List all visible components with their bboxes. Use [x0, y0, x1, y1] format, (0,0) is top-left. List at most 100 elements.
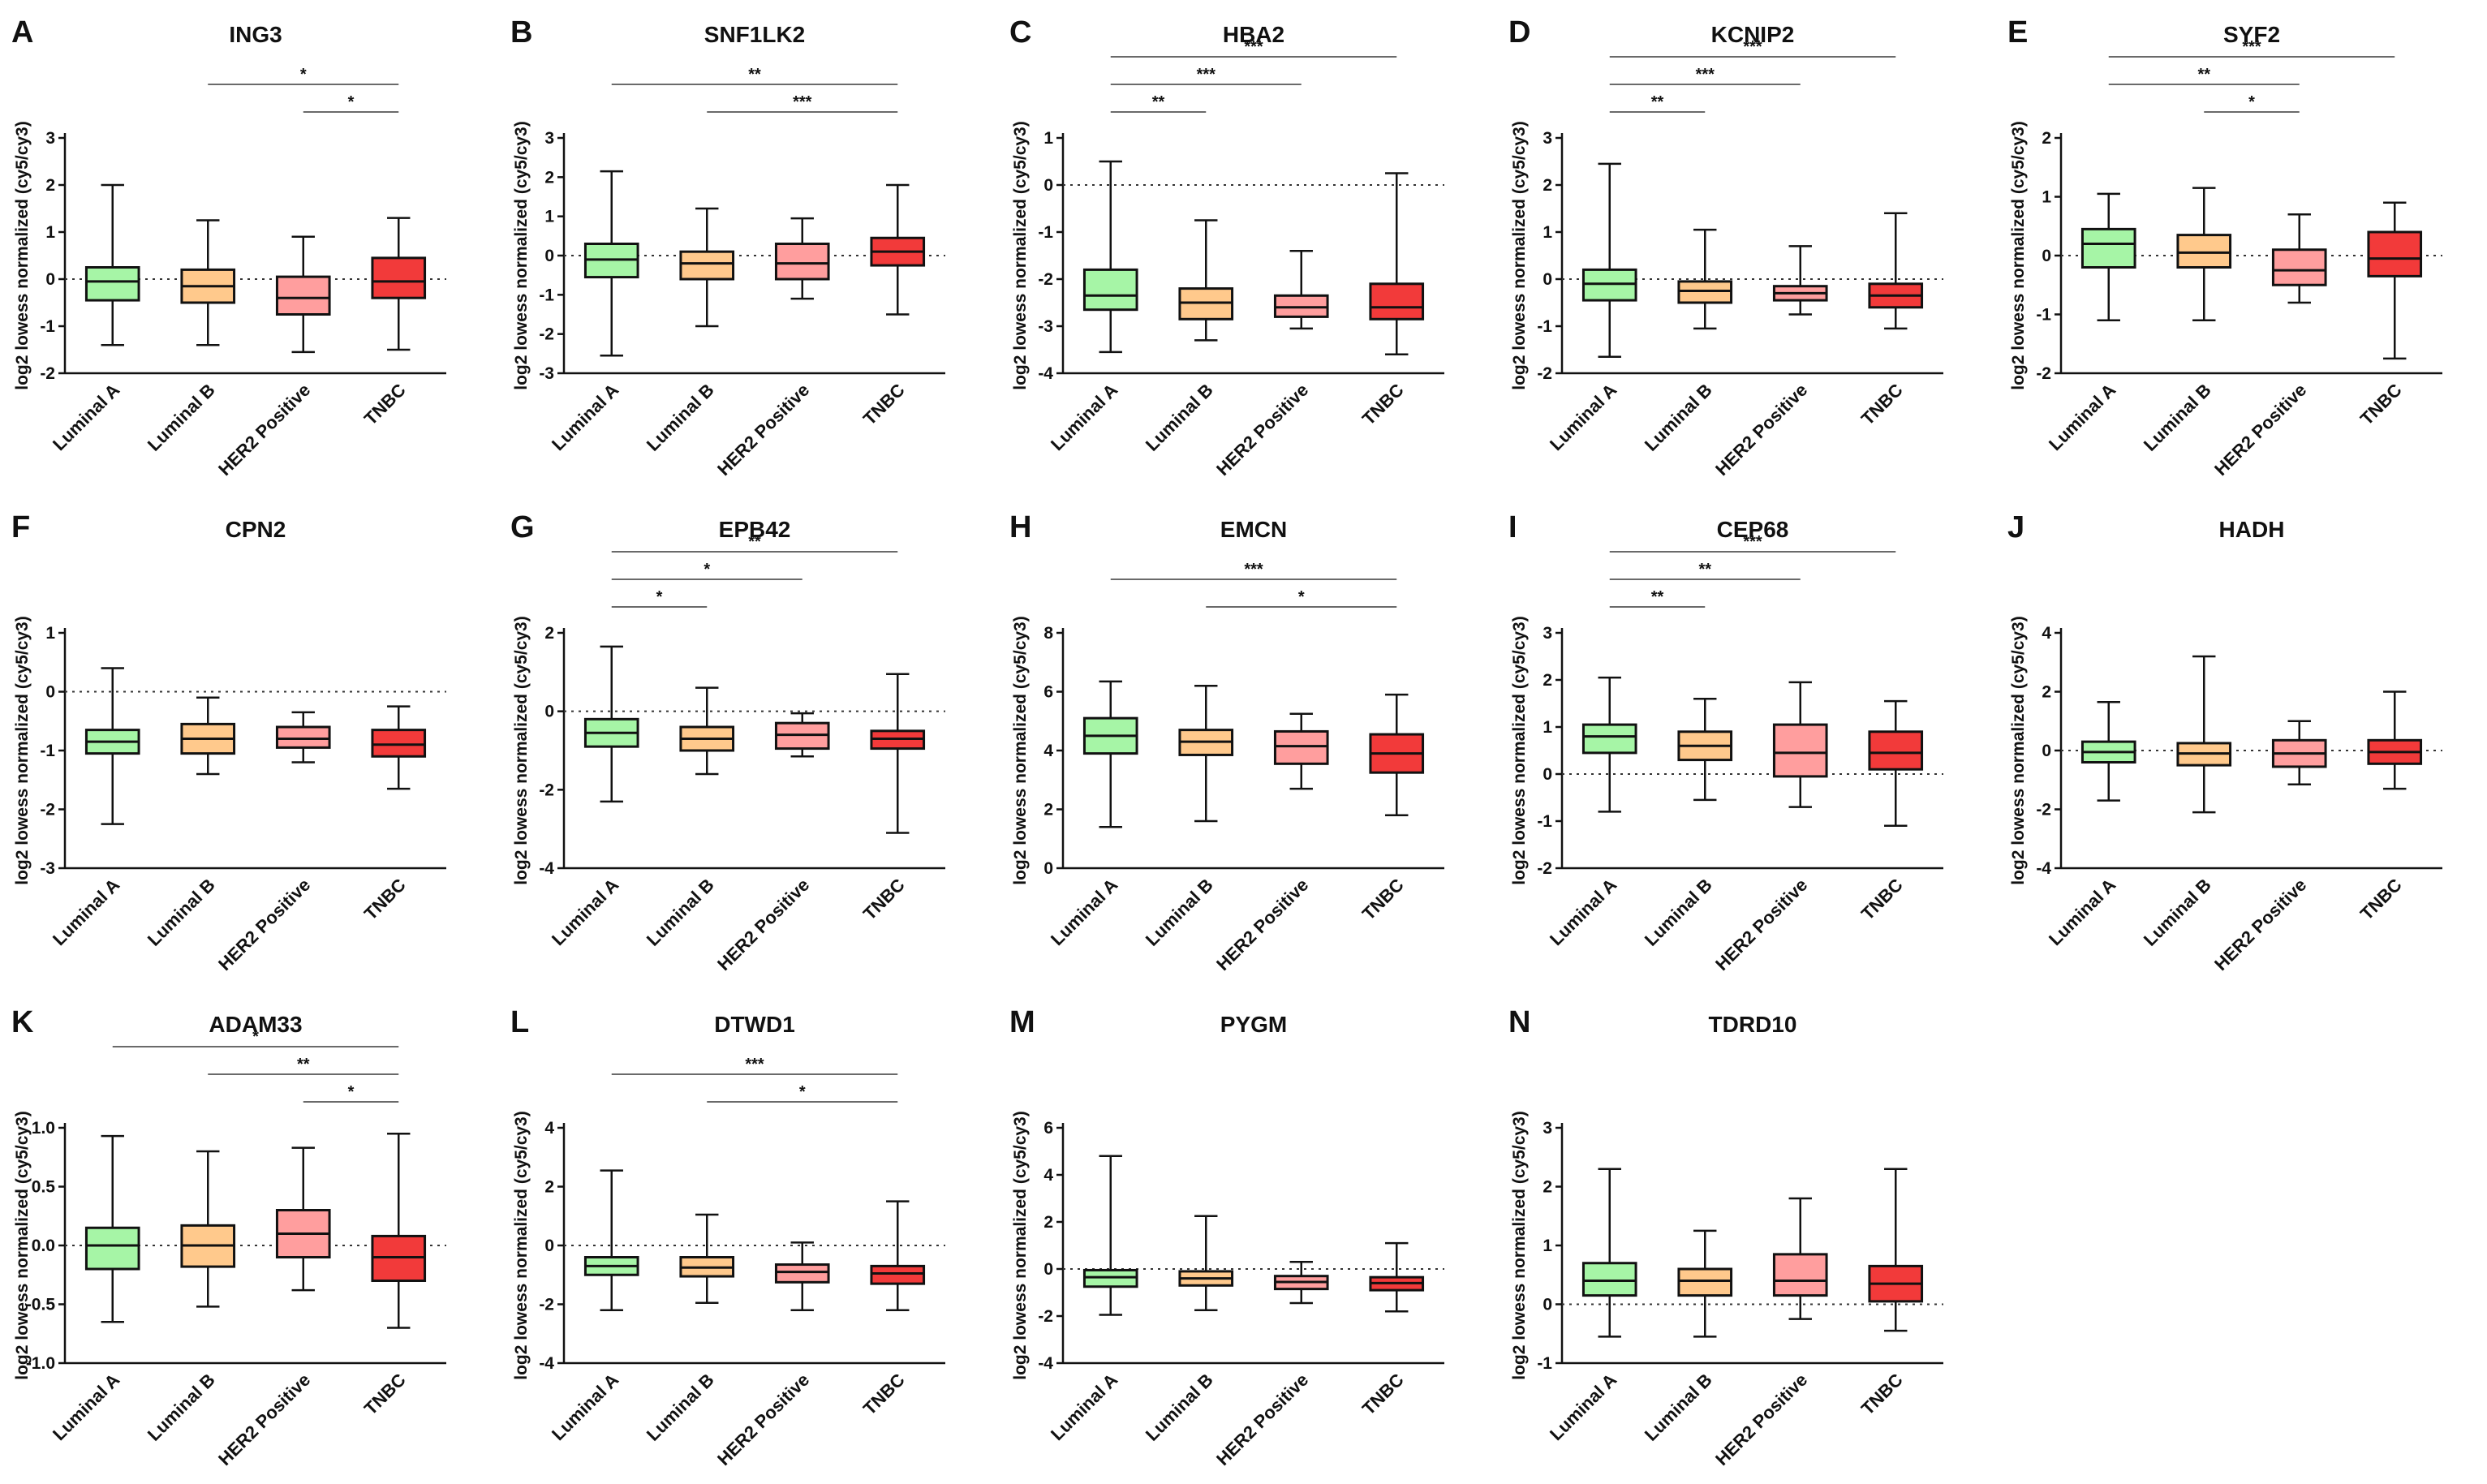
y-tick-label: 2 — [1543, 176, 1552, 195]
significance-label: * — [300, 66, 307, 84]
iqr-box — [2271, 248, 2327, 286]
y-tick-label: 1 — [1543, 1237, 1552, 1255]
y-tick-label: -2 — [2036, 364, 2051, 383]
category-label: Luminal B — [144, 380, 219, 455]
y-tick-label: -2 — [539, 325, 554, 344]
y-tick-label: -1 — [40, 317, 55, 336]
box-tnbc — [1868, 212, 1924, 330]
y-tick-label: -1 — [2036, 306, 2051, 325]
panel-title: KCNIP2 — [1711, 22, 1795, 47]
box-tnbc — [2367, 690, 2423, 790]
y-tick-label: 0 — [45, 270, 55, 289]
significance-label: ** — [1651, 93, 1664, 111]
category-label: Luminal A — [49, 380, 123, 454]
category-label: TNBC — [1358, 380, 1408, 429]
significance-label: ** — [748, 533, 761, 551]
category-label: HER2 Positive — [2210, 875, 2310, 974]
box-tnbc — [1369, 693, 1425, 816]
box-tnbc — [870, 673, 926, 834]
y-axis-label: log2 lowess normalized (cy5/cy3) — [13, 121, 32, 389]
box-luminal-a — [2080, 700, 2136, 802]
y-tick-label: -3 — [40, 859, 55, 878]
y-tick-label: 0.0 — [32, 1237, 55, 1255]
y-tick-label: -3 — [539, 364, 554, 383]
category-label: Luminal B — [144, 1370, 219, 1445]
significance-label: ** — [297, 1056, 310, 1073]
y-tick-label: 0.5 — [32, 1178, 56, 1197]
iqr-box — [275, 275, 331, 316]
iqr-box — [1772, 723, 1828, 778]
y-tick-label: 2 — [544, 624, 554, 643]
category-label: TNBC — [859, 1370, 909, 1419]
y-tick-label: 2 — [1543, 1178, 1552, 1197]
y-tick-label: -4 — [539, 1354, 554, 1373]
box-luminal-b — [180, 1150, 236, 1308]
y-tick-label: 0 — [45, 683, 55, 702]
category-label: HER2 Positive — [713, 875, 813, 974]
y-axis-label: log2 lowess normalized (cy5/cy3) — [512, 121, 531, 389]
box-her2-positive — [1772, 245, 1828, 316]
panel-title: EPB42 — [719, 517, 791, 542]
significance-bar: ** — [611, 533, 898, 553]
category-label: Luminal B — [1641, 875, 1716, 950]
box-luminal-b — [1677, 1229, 1733, 1338]
y-tick-label: -1.0 — [26, 1354, 55, 1373]
y-axis-label: log2 lowess normalized (cy5/cy3) — [2009, 616, 2028, 884]
y-axis-label: log2 lowess normalized (cy5/cy3) — [1510, 616, 1529, 884]
panel-title: PYGM — [1220, 1012, 1287, 1037]
y-tick-label: 0 — [544, 247, 554, 265]
significance-bar: ** — [1609, 93, 1706, 113]
box-tnbc — [371, 217, 427, 351]
significance-bar: ** — [1110, 93, 1207, 113]
category-label: Luminal B — [1641, 1370, 1716, 1445]
category-label: Luminal B — [2140, 875, 2215, 950]
y-tick-label: -3 — [1038, 317, 1053, 336]
iqr-box — [2080, 227, 2136, 269]
category-label: HER2 Positive — [1711, 875, 1811, 974]
box-her2-positive — [1772, 1197, 1828, 1320]
category-label: Luminal B — [144, 875, 219, 950]
category-label: Luminal A — [2045, 875, 2119, 949]
iqr-box — [1868, 730, 1924, 771]
box-tnbc — [371, 705, 427, 790]
category-label: TNBC — [360, 380, 410, 429]
significance-bar: *** — [1609, 66, 1801, 85]
panel-title: ADAM33 — [209, 1012, 302, 1037]
y-tick-label: -2 — [1038, 1307, 1053, 1326]
box-tnbc — [2367, 201, 2423, 360]
significance-label: ** — [1152, 93, 1165, 111]
significance-bar: * — [208, 66, 399, 85]
significance-bar: *** — [1110, 38, 1397, 58]
box-luminal-b — [1178, 685, 1234, 823]
box-luminal-a — [2080, 192, 2136, 321]
significance-bar: * — [707, 1083, 898, 1103]
category-label: HER2 Positive — [1711, 1370, 1811, 1469]
panel-letter: B — [510, 15, 532, 49]
significance-label: ** — [1651, 588, 1664, 606]
category-label: HER2 Positive — [1212, 1370, 1312, 1469]
box-luminal-a — [583, 170, 639, 357]
y-axis-label: log2 lowess normalized (cy5/cy3) — [2009, 121, 2028, 389]
box-luminal-b — [1677, 228, 1733, 330]
significance-label: ** — [1698, 561, 1711, 579]
panel-letter: L — [510, 1005, 529, 1039]
significance-label: *** — [2242, 38, 2261, 56]
y-axis-label: log2 lowess normalized (cy5/cy3) — [512, 616, 531, 884]
box-luminal-b — [1178, 1215, 1234, 1311]
iqr-box — [1677, 1267, 1733, 1297]
box-luminal-a — [84, 183, 140, 346]
category-label: TNBC — [2356, 875, 2406, 924]
box-tnbc — [870, 183, 926, 316]
y-tick-label: -1 — [1038, 223, 1053, 242]
category-label: Luminal B — [643, 875, 718, 950]
iqr-box — [2367, 230, 2423, 277]
y-tick-label: 1 — [1543, 223, 1552, 242]
panel-m: M PYGM log2 lowess normalized (cy5/cy3) -4 -… — [1009, 1005, 1444, 1469]
panel-title: SYF2 — [2223, 22, 2280, 47]
y-tick-label: -2 — [1038, 270, 1053, 289]
y-tick-label: 0 — [1043, 859, 1053, 878]
significance-label: *** — [1244, 38, 1263, 56]
panel-n: N TDRD10 log2 lowess normalized (cy5/cy3) -… — [1508, 1005, 1943, 1469]
y-tick-label: 4 — [1043, 1166, 1053, 1185]
panel-c: C HBA2 log2 lowess normalized (cy5/cy3) -4 -… — [1009, 15, 1444, 480]
